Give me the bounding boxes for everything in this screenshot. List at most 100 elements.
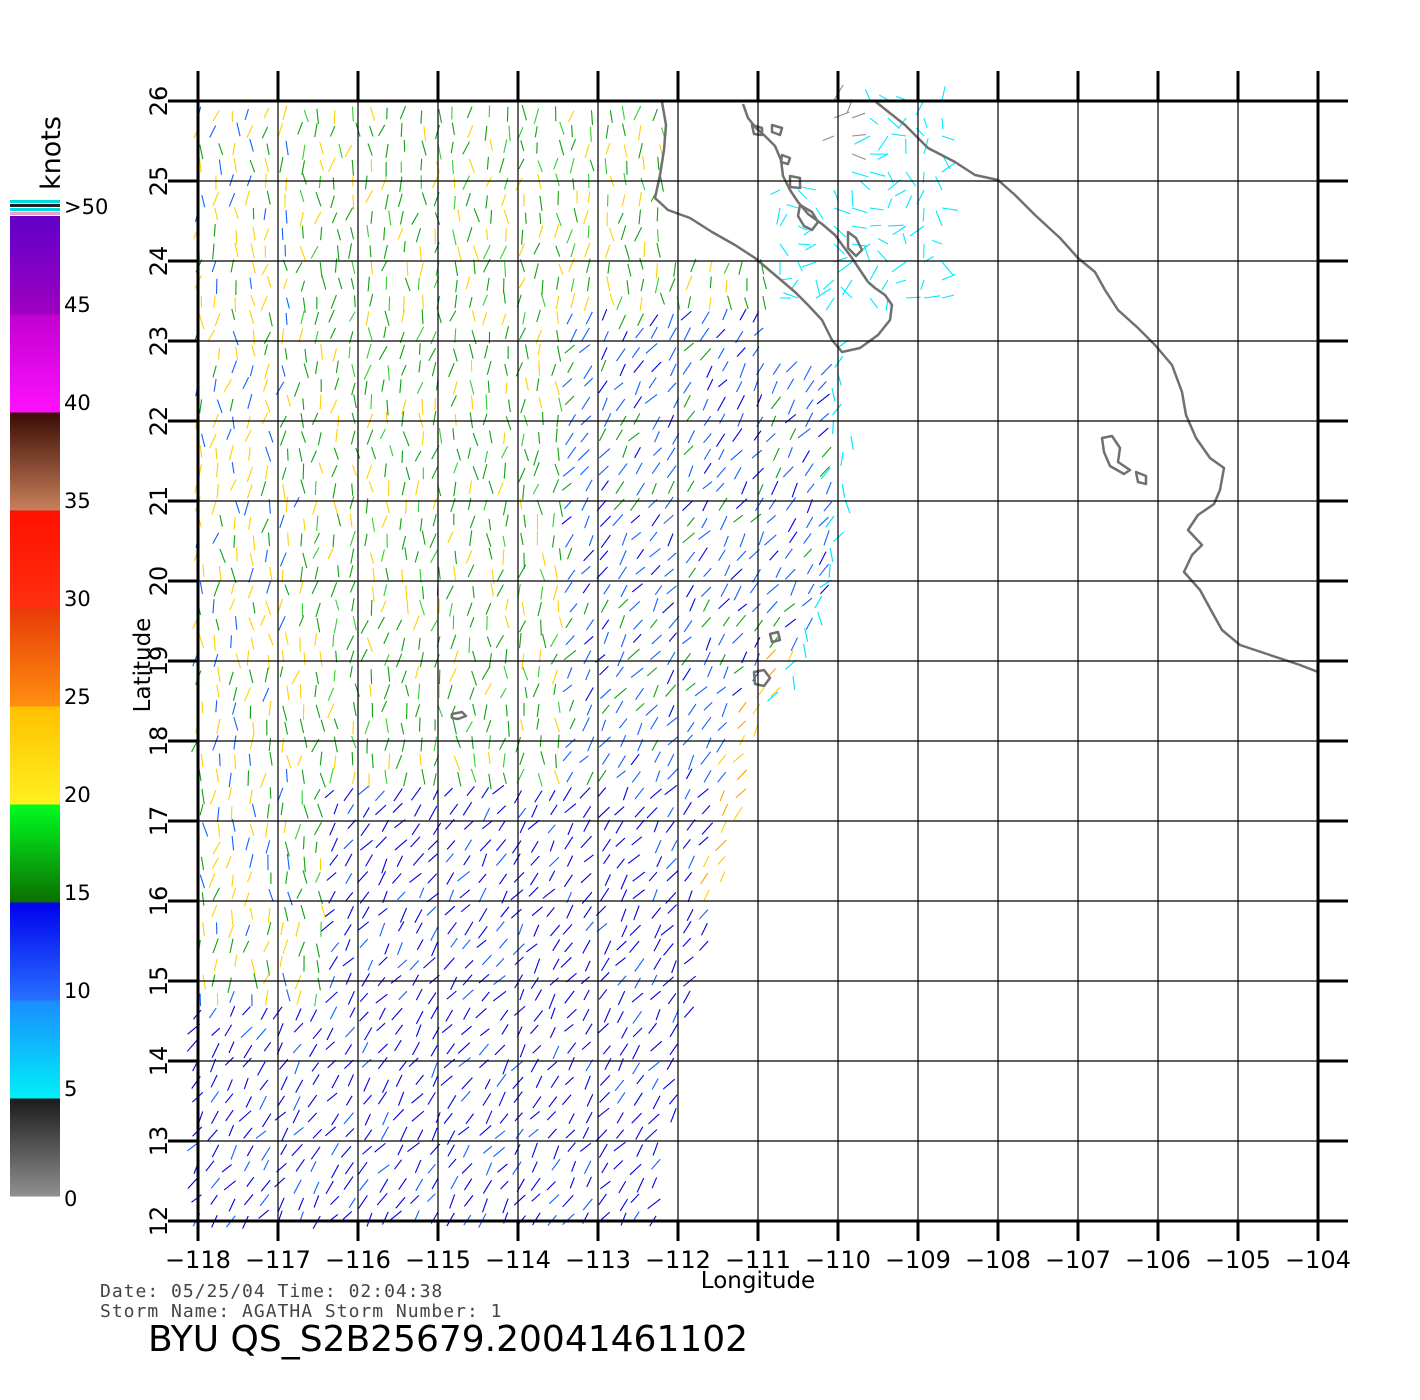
wind-vector bbox=[567, 1142, 576, 1153]
wind-vector bbox=[628, 600, 641, 612]
wind-vector bbox=[715, 839, 727, 852]
wind-vector bbox=[503, 177, 509, 190]
wind-vector bbox=[282, 705, 288, 721]
wind-vector bbox=[349, 580, 356, 593]
wind-vector bbox=[295, 1079, 304, 1093]
wind-vector bbox=[701, 922, 708, 936]
wind-vector bbox=[260, 295, 268, 311]
wind-vector bbox=[539, 568, 546, 582]
wind-vector bbox=[415, 1074, 424, 1086]
legend-tick-label: 35 bbox=[64, 489, 91, 513]
wind-vector bbox=[499, 245, 507, 260]
islas-marias bbox=[1100, 434, 1132, 476]
wind-vector bbox=[585, 669, 591, 681]
wind-vector bbox=[685, 551, 696, 564]
wind-vector bbox=[318, 462, 324, 474]
wind-vector bbox=[601, 619, 610, 630]
wind-vector bbox=[431, 1177, 439, 1190]
wind-vector bbox=[636, 482, 645, 496]
wind-vector bbox=[621, 925, 628, 938]
wind-vector bbox=[532, 1044, 542, 1054]
wind-vector bbox=[343, 1112, 354, 1125]
wind-vector bbox=[596, 923, 608, 932]
wind-vector bbox=[381, 177, 387, 191]
wind-vector bbox=[446, 840, 456, 850]
wind-vector bbox=[447, 1144, 455, 1157]
wind-vector bbox=[663, 943, 674, 956]
legend-color-band bbox=[10, 314, 60, 413]
wind-vector bbox=[654, 585, 663, 595]
wind-vector bbox=[554, 565, 558, 580]
wind-vector bbox=[688, 567, 696, 578]
wind-vector bbox=[682, 362, 692, 375]
wind-vector bbox=[505, 704, 508, 717]
wind-vector bbox=[666, 447, 676, 461]
wind-vector bbox=[432, 497, 437, 510]
wind-vector bbox=[232, 702, 237, 715]
wind-vector bbox=[261, 412, 269, 425]
wind-vector bbox=[518, 467, 526, 483]
wind-vector bbox=[631, 771, 641, 783]
wind-vector bbox=[369, 552, 375, 564]
wind-vector bbox=[501, 194, 507, 207]
wind-vector bbox=[770, 686, 781, 697]
wind-vector bbox=[364, 1027, 373, 1041]
wind-vector bbox=[481, 954, 492, 966]
wind-vector bbox=[359, 1179, 369, 1191]
wind-vector bbox=[587, 736, 595, 752]
wind-vector bbox=[463, 1195, 474, 1207]
wind-vector bbox=[584, 1075, 591, 1090]
wind-vector bbox=[415, 480, 420, 496]
wind-vector bbox=[685, 275, 693, 291]
wind-vector bbox=[535, 329, 542, 344]
wind-vector bbox=[819, 412, 830, 422]
wind-vector bbox=[329, 327, 336, 339]
wind-vector bbox=[300, 533, 303, 547]
wind-vector bbox=[803, 365, 812, 381]
wind-vector bbox=[558, 501, 564, 517]
legend-color-band bbox=[10, 1098, 60, 1197]
y-tick-label: 25 bbox=[145, 166, 173, 197]
wind-vector bbox=[246, 1176, 255, 1187]
wind-vector bbox=[397, 228, 404, 240]
wind-vector bbox=[664, 496, 674, 509]
wind-vector bbox=[941, 86, 946, 101]
wind-vector bbox=[294, 1061, 300, 1075]
wind-vector bbox=[531, 906, 543, 917]
x-tick-label: −111 bbox=[725, 1246, 791, 1274]
wind-vector bbox=[438, 108, 443, 124]
wind-vector bbox=[570, 278, 575, 292]
wind-vector bbox=[413, 615, 420, 631]
wind-vector bbox=[484, 682, 492, 696]
wind-vector bbox=[426, 906, 437, 916]
wind-vector bbox=[584, 144, 590, 159]
wind-vector bbox=[385, 143, 389, 158]
wind-vector bbox=[817, 427, 829, 438]
wind-vector bbox=[319, 651, 323, 667]
baja-california-gulf-coast bbox=[741, 103, 870, 283]
wind-vector bbox=[398, 990, 408, 1001]
wind-vector bbox=[450, 1175, 459, 1190]
wind-vector bbox=[819, 466, 830, 478]
wind-vector bbox=[307, 1112, 318, 1123]
wind-vector bbox=[507, 721, 510, 737]
wind-vector bbox=[230, 259, 235, 273]
wind-vector bbox=[629, 924, 641, 936]
wind-vector bbox=[249, 159, 256, 173]
wind-vector bbox=[392, 802, 403, 813]
wind-vector bbox=[262, 379, 269, 392]
wind-vector bbox=[505, 514, 509, 527]
wind-vector bbox=[518, 620, 527, 633]
wind-vector bbox=[434, 398, 436, 411]
wind-vector bbox=[268, 737, 272, 751]
wind-vector bbox=[802, 450, 810, 463]
wind-vector bbox=[735, 788, 747, 799]
wind-vector bbox=[481, 1198, 488, 1213]
wind-vector bbox=[739, 308, 747, 321]
wind-vector bbox=[212, 938, 219, 954]
wind-vector bbox=[915, 127, 925, 137]
wind-vector bbox=[816, 393, 830, 405]
wind-vector bbox=[630, 753, 640, 766]
wind-vector bbox=[518, 923, 524, 936]
wind-vector bbox=[468, 343, 474, 359]
